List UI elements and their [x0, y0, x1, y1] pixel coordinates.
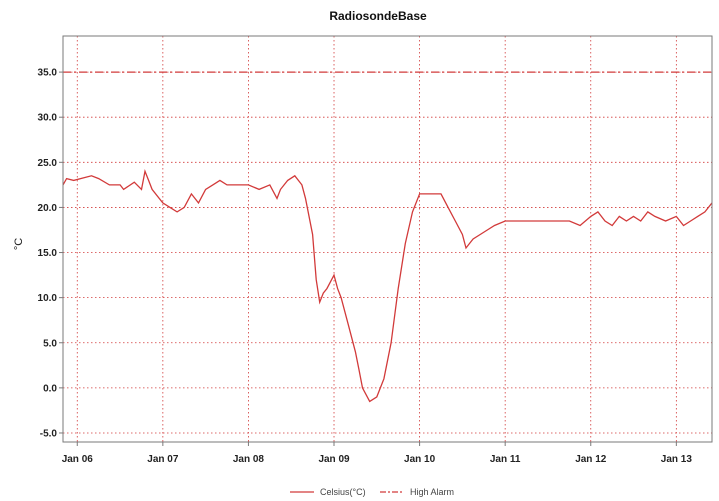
y-tick-label: 25.0	[38, 158, 58, 169]
x-axis-ticks: Jan 06 Jan 07 Jan 08 Jan 09 Jan 10 Jan 11 Jan …	[62, 442, 693, 465]
x-tick-label: Jan 13	[661, 454, 693, 465]
x-tick-label: Jan 06	[62, 454, 94, 465]
y-tick-label: 15.0	[38, 248, 58, 259]
y-axis-label: °C	[13, 238, 25, 250]
legend-label: Celsius(°C)	[320, 487, 366, 497]
plot-area-frame	[62, 35, 713, 443]
x-tick-label: Jan 11	[490, 454, 521, 465]
y-axis-ticks: 35.0 30.0 25.0 20.0 15.0 10.0 5.0 0.0 -5.0	[38, 68, 63, 439]
x-tick-label: Jan 09	[318, 454, 350, 465]
y-tick-label: 0.0	[43, 383, 57, 394]
x-tick-label: Jan 10	[404, 454, 436, 465]
x-tick-label: Jan 07	[147, 454, 179, 465]
legend-label: High Alarm	[410, 487, 454, 497]
grid	[63, 36, 712, 442]
legend: Celsius(°C) High Alarm	[290, 487, 454, 497]
y-tick-label: 20.0	[38, 203, 58, 214]
series-layer	[62, 71, 713, 403]
y-tick-label: 35.0	[38, 68, 58, 79]
x-tick-label: Jan 12	[575, 454, 607, 465]
y-tick-label: -5.0	[40, 428, 58, 439]
y-tick-label: 10.0	[38, 293, 58, 304]
chart-title: RadiosondeBase	[329, 9, 427, 23]
x-tick-label: Jan 08	[233, 454, 265, 465]
series-line-celsius	[62, 168, 713, 403]
y-tick-label: 5.0	[43, 338, 57, 349]
y-tick-label: 30.0	[38, 113, 58, 124]
